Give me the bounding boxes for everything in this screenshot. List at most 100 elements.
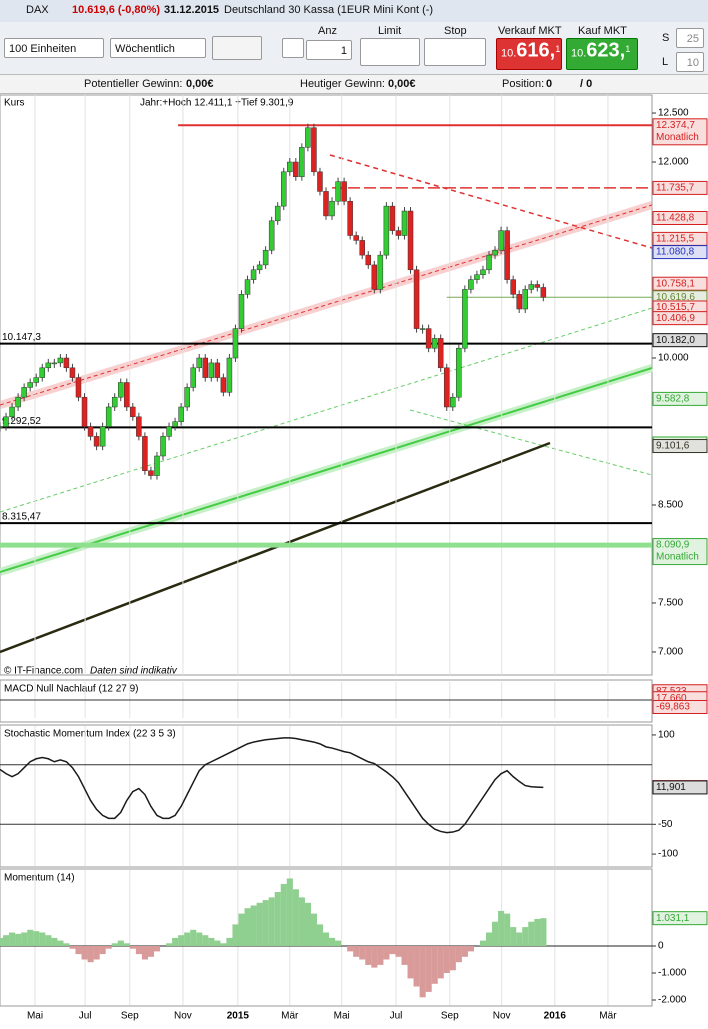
title-bar: DAX 10.619,6 (-0,80%) 31.12.2015 Deutsch… [0, 0, 708, 23]
momentum-bar [214, 940, 221, 947]
momentum-bar [528, 921, 535, 947]
candle [516, 294, 522, 310]
candle [504, 230, 510, 280]
candle [383, 205, 390, 256]
candle [136, 416, 142, 437]
stop-btn[interactable] [424, 38, 486, 66]
buy-small: 10. [571, 47, 587, 60]
momentum-bar [208, 937, 215, 947]
momentum-bar [111, 943, 118, 947]
wrench[interactable] [282, 38, 304, 58]
momentum-bar [15, 933, 22, 947]
price-label-tint [653, 300, 707, 314]
today-label: Heutiger Gewinn: [300, 78, 385, 90]
momentum-bar [461, 946, 468, 957]
x-tick-label: 2015 [227, 1011, 250, 1022]
price-label-box [652, 780, 708, 795]
momentum-bar [45, 935, 52, 947]
s-input[interactable]: 25 [676, 28, 704, 48]
anz-label: Anz [318, 25, 337, 37]
candle [480, 269, 486, 275]
momentum-bar [522, 927, 529, 947]
momentum-bar [190, 929, 197, 947]
momentum-bar [486, 932, 493, 947]
candle [130, 406, 136, 418]
momentum-bar [335, 940, 342, 947]
sell-btn[interactable]: 10.616,1 [496, 38, 562, 70]
candle [51, 362, 58, 365]
momentum-bar [226, 937, 233, 947]
units-select[interactable]: 100 Einheiten [4, 38, 104, 58]
price-label-tint [653, 911, 707, 925]
price-label-note: Monatlich [656, 552, 699, 563]
price-label-box [652, 439, 708, 454]
y-tick-label: 12.000 [658, 157, 689, 168]
candle [45, 362, 52, 369]
price-label: 10.515,7 [656, 302, 695, 313]
candle [160, 436, 166, 457]
momentum-bar [431, 946, 438, 984]
stop-label: Stop [444, 25, 467, 37]
indicator-line [0, 737, 544, 834]
momentum-bar [347, 946, 354, 952]
level-line-label: 8.315,47 [2, 512, 41, 523]
price-label: 9.582,8 [656, 394, 690, 405]
price-label-box [652, 538, 708, 566]
price-label: 8.090,9 [656, 540, 690, 551]
chart-type[interactable] [212, 36, 262, 60]
price-label: -69,863 [656, 702, 690, 713]
candle [27, 382, 33, 388]
instrument[interactable]: Deutschland 30 Kassa (1EUR Mini Kont (-) [224, 4, 434, 16]
price-label-box [652, 391, 708, 406]
momentum-bar [316, 924, 324, 947]
buy-btn[interactable]: 10.623,1 [566, 38, 638, 70]
candle [299, 147, 305, 177]
candle [208, 362, 215, 378]
macd-panel [0, 679, 653, 723]
candle [498, 230, 504, 251]
momentum-bar [256, 902, 263, 947]
candle [456, 347, 462, 398]
panel-title: Momentum (14) [4, 873, 75, 884]
momentum-bar [310, 913, 318, 947]
momentum-bar [274, 892, 281, 947]
momentum-bar [51, 937, 58, 947]
candle [287, 161, 293, 173]
trend-line [0, 204, 653, 406]
price-label-tint [653, 277, 707, 291]
momentum-bar [292, 889, 299, 947]
candle [81, 396, 88, 427]
y-tick-label: 7.500 [658, 598, 683, 609]
period-select[interactable]: Wöchentlich [110, 38, 206, 58]
price-label-box [652, 333, 708, 348]
x-tick-label: Mär [599, 1011, 617, 1022]
anz-input[interactable]: 1 [306, 40, 352, 60]
candle [492, 249, 498, 256]
price-label-tint [653, 333, 707, 347]
momentum-bar [81, 946, 88, 960]
candle [0, 426, 3, 428]
trend-line [0, 307, 653, 513]
candle [196, 357, 202, 369]
momentum-bar [286, 878, 293, 947]
candle [57, 357, 64, 364]
candle [486, 254, 492, 271]
main-panel [0, 94, 653, 676]
candle [317, 171, 323, 192]
limit-btn[interactable] [360, 38, 420, 66]
y-tick-label: 12.500 [658, 108, 689, 119]
candle [280, 171, 287, 207]
candle [323, 191, 329, 217]
momentum-bar [401, 946, 408, 965]
candle [244, 279, 251, 295]
candle [353, 235, 359, 241]
candle [184, 387, 190, 408]
l-input[interactable]: 10 [676, 52, 704, 72]
momentum-bar [419, 946, 426, 998]
candle [419, 328, 426, 330]
candle [63, 357, 70, 369]
buy-big: 623, [586, 39, 626, 62]
momentum-bar [268, 897, 275, 947]
momentum-bar [39, 932, 46, 947]
y-tick-label: -1.000 [658, 968, 687, 979]
